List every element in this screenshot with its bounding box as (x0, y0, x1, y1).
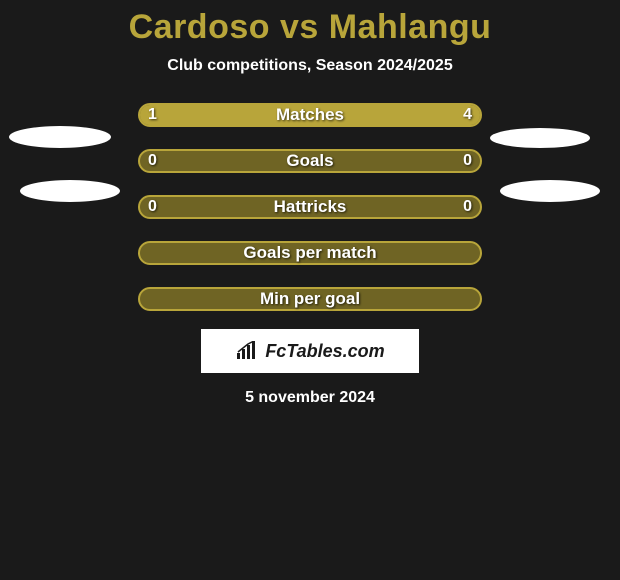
stat-row: Hattricks00 (0, 195, 620, 219)
page-title: Cardoso vs Mahlangu (0, 8, 620, 47)
stat-bar (138, 195, 482, 219)
page-subtitle: Club competitions, Season 2024/2025 (0, 57, 620, 75)
stat-row: Goals00 (0, 149, 620, 173)
team-badge-right-1 (490, 128, 590, 148)
logo-box[interactable]: FcTables.com (201, 329, 419, 373)
chart-icon (235, 341, 259, 361)
team-badge-left-1 (9, 126, 111, 148)
footer-date: 5 november 2024 (0, 389, 620, 407)
stat-row: Goals per match (0, 241, 620, 265)
stat-bar (138, 287, 482, 311)
stat-row: Matches14 (0, 103, 620, 127)
infographic-container: Cardoso vs Mahlangu Club competitions, S… (0, 0, 620, 580)
stat-bar (138, 149, 482, 173)
stat-bar-fill-left (140, 105, 201, 125)
logo-text: FcTables.com (265, 341, 384, 362)
stat-bar (138, 241, 482, 265)
stat-bar-fill-right (201, 105, 480, 125)
stat-row: Min per goal (0, 287, 620, 311)
stat-bar (138, 103, 482, 127)
